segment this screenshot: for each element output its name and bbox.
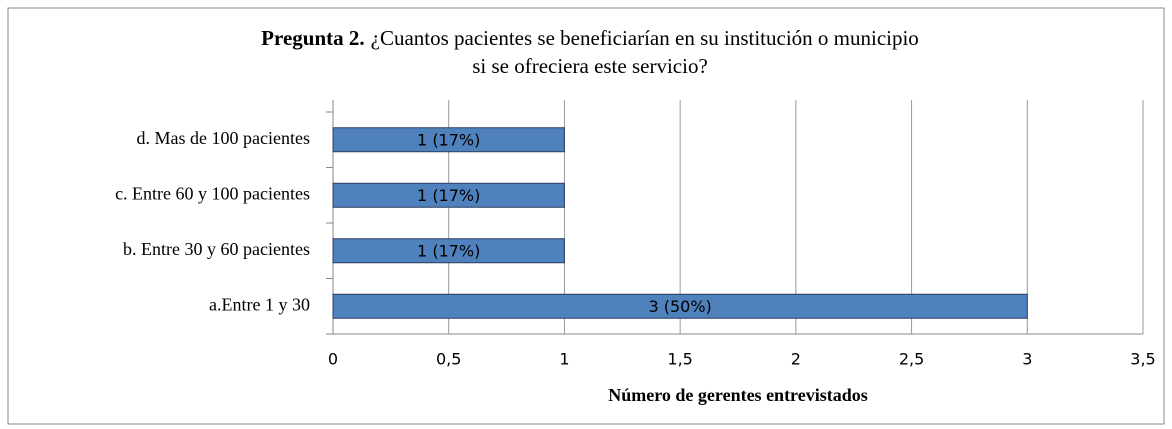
- bar: [332, 293, 1028, 319]
- y-tick-label: b. Entre 30 y 60 pacientes: [123, 239, 310, 259]
- data-label: 1 (17%): [417, 130, 480, 149]
- data-label: 1 (17%): [417, 241, 480, 260]
- y-tick-label: c. Entre 60 y 100 pacientes: [115, 183, 310, 203]
- y-tick-label: a.Entre 1 y 30: [209, 294, 310, 314]
- title-text: ¿Cuantos pacientes se beneficiarían en s…: [371, 26, 919, 50]
- x-tick-label: 0: [328, 350, 338, 369]
- chart-border: [7, 7, 1165, 425]
- x-axis-label: Número de gerentes entrevistados: [608, 385, 867, 405]
- y-tick-label: d. Mas de 100 pacientes: [137, 128, 310, 148]
- x-tick-label: 1,5: [667, 350, 692, 369]
- chart-title: Pregunta 2. ¿Cuantos pacientes se benefic…: [261, 26, 919, 50]
- x-tick-label: 3: [1022, 350, 1032, 369]
- x-tick-label: 1: [559, 350, 569, 369]
- x-tick-label: 3,5: [1130, 350, 1155, 369]
- data-label: 1 (17%): [417, 186, 480, 205]
- bar: [332, 238, 565, 264]
- data-label: 3 (50%): [648, 297, 711, 316]
- chart-title: si se ofreciera este servicio?: [472, 54, 708, 78]
- title-bold: Pregunta 2.: [261, 26, 364, 50]
- x-tick-label: 0,5: [436, 350, 461, 369]
- bar: [332, 182, 565, 208]
- x-tick-label: 2: [791, 350, 801, 369]
- x-tick-label: 2,5: [899, 350, 924, 369]
- bar: [332, 127, 565, 153]
